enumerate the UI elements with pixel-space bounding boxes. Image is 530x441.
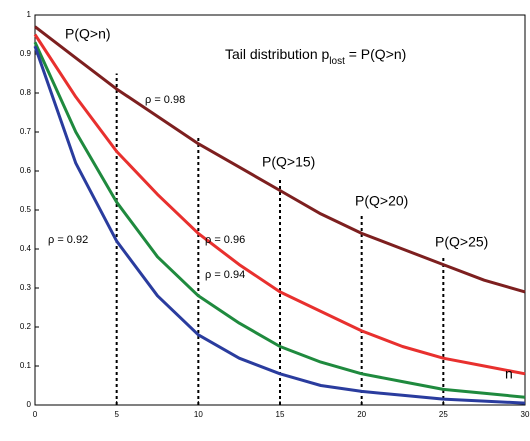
- series-label: ρ = 0.94: [205, 269, 245, 281]
- chart-title: Tail distribution plost = P(Q>n): [225, 46, 406, 67]
- y-tick-label: 0.8: [20, 88, 32, 97]
- y-tick-label: 0.1: [20, 361, 32, 370]
- y-tick-label: 0.6: [20, 166, 32, 175]
- x-tick-label: 25: [439, 410, 448, 419]
- title-part: Tail distribution p: [225, 46, 329, 62]
- x-tick-label: 5: [114, 410, 119, 419]
- y-tick-label: 0.3: [20, 283, 32, 292]
- y-tick-label: 0: [27, 400, 32, 409]
- y-tick-label: 0.4: [20, 244, 32, 253]
- series-line: [33, 45, 526, 405]
- series-line: [34, 25, 526, 294]
- y-tick-label: 0.5: [20, 205, 32, 214]
- x-tick-label: 15: [276, 410, 285, 419]
- series-line: [33, 41, 526, 399]
- annotation: P(Q>20): [355, 193, 408, 209]
- annotation: n: [505, 366, 513, 382]
- x-tick-label: 10: [194, 410, 203, 419]
- y-tick-label: 0.2: [20, 322, 32, 331]
- series-line: [33, 33, 526, 376]
- x-tick-label: 0: [33, 410, 38, 419]
- title-part: = P(Q>n): [345, 46, 406, 62]
- annotation: P(Q>25): [435, 234, 488, 250]
- y-tick-label: 0.9: [20, 49, 32, 58]
- series-label: ρ = 0.92: [48, 234, 88, 246]
- y-tick-label: 0.7: [20, 127, 32, 136]
- series-label: ρ = 0.96: [205, 234, 245, 246]
- series-label: ρ = 0.98: [145, 94, 185, 106]
- annotation: P(Q>15): [262, 154, 315, 170]
- title-subscript: lost: [329, 56, 345, 67]
- y-tick-label: 1: [27, 10, 32, 19]
- x-tick-label: 30: [521, 410, 530, 419]
- x-tick-label: 20: [357, 410, 366, 419]
- annotation: P(Q>n): [65, 26, 111, 42]
